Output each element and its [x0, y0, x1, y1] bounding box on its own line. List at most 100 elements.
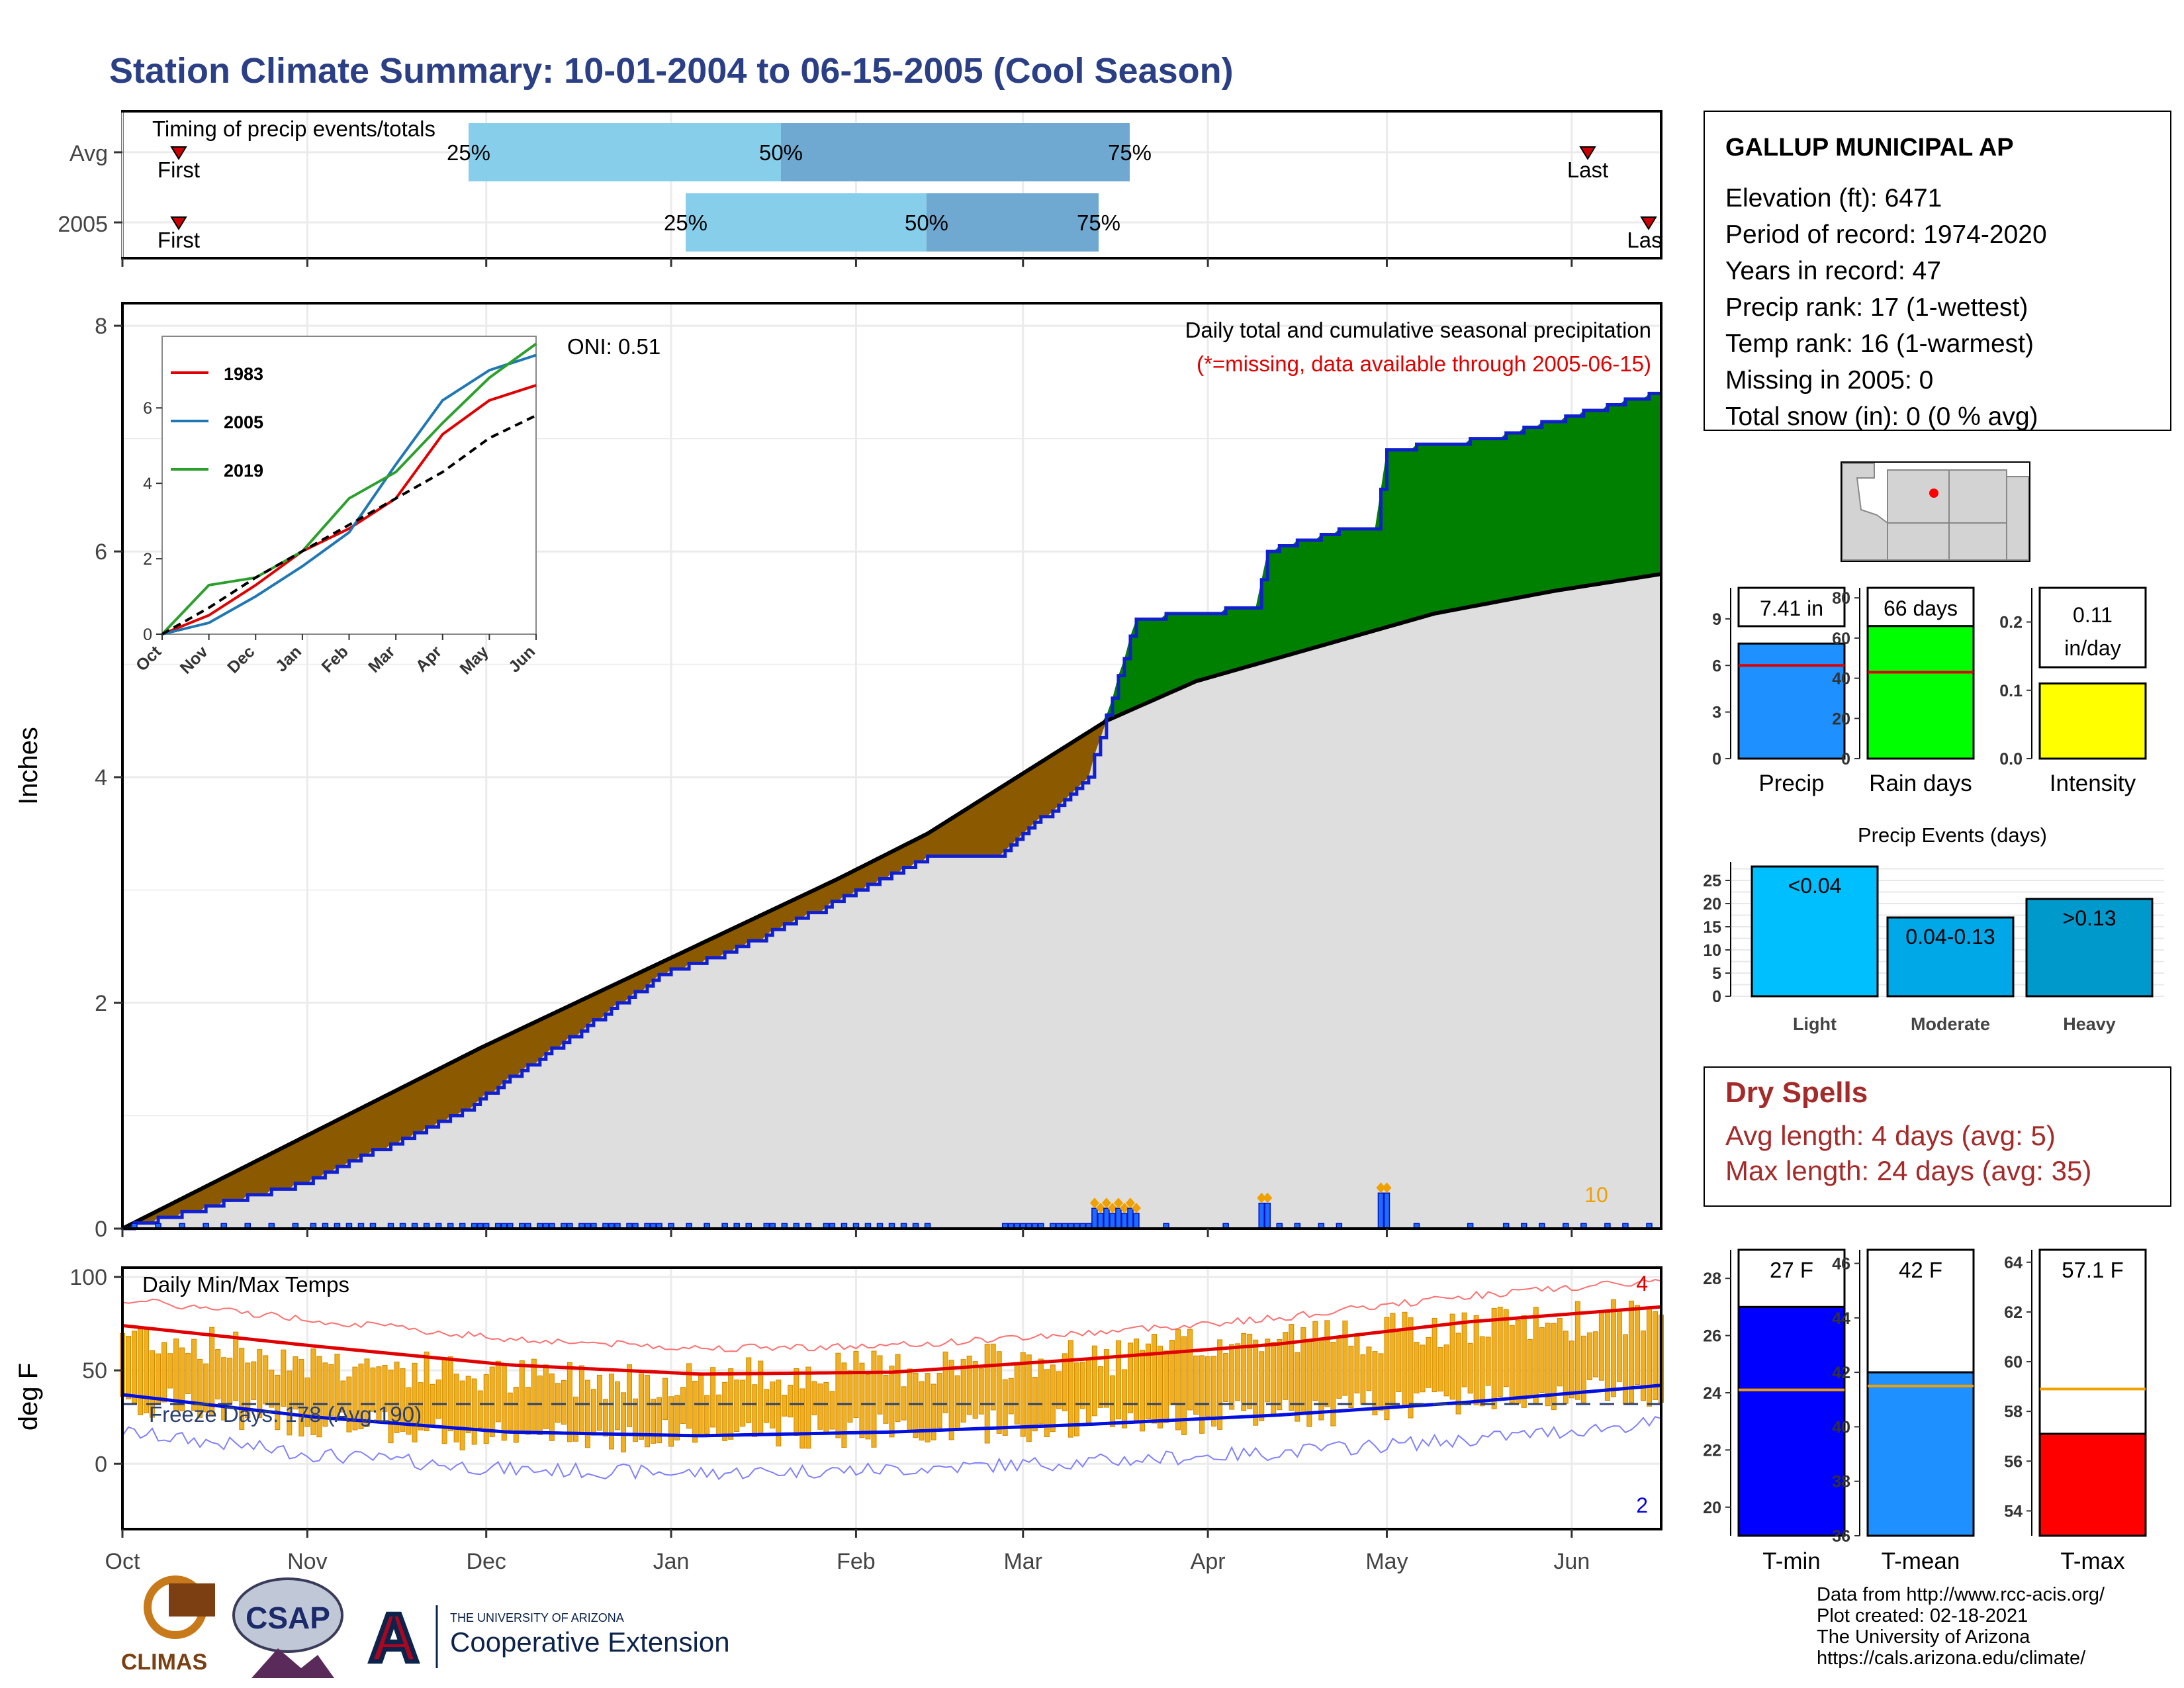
daily-temp-bar	[400, 1368, 406, 1432]
daily-temp-bar	[549, 1373, 555, 1441]
year-first-marker	[170, 216, 187, 230]
climas-logo-text: CLIMAS	[121, 1650, 207, 1675]
daily-temp-bar	[328, 1364, 334, 1417]
daily-temp-bar	[1372, 1351, 1378, 1416]
month-label: May	[1365, 1549, 1408, 1574]
daily-temp-bar	[901, 1386, 907, 1421]
daily-temp-bar	[1044, 1369, 1050, 1437]
daily-temp-bar	[489, 1366, 495, 1437]
legend-label-2005: 2005	[224, 412, 263, 432]
daily-temp-bar	[1211, 1356, 1217, 1427]
value-label-box	[2038, 586, 2147, 669]
daily-temp-bar	[596, 1374, 602, 1431]
daily-temp-bar	[1574, 1301, 1580, 1400]
daily-temp-bar	[1073, 1362, 1079, 1436]
heavy-day-marker	[1089, 1197, 1099, 1209]
daily-temp-bar	[1062, 1353, 1068, 1411]
event-bar	[2025, 898, 2154, 998]
daily-temp-bar	[704, 1395, 710, 1434]
daily-temp-bar	[1473, 1315, 1479, 1405]
daily-temp-bar	[1127, 1342, 1133, 1413]
daily-temp-bar	[1461, 1312, 1467, 1387]
year-p75-label: 75%	[1077, 211, 1120, 235]
temp-summary-value: 57.1 F	[2062, 1258, 2124, 1282]
daily-temp-bar	[1485, 1336, 1491, 1386]
daily-temp-bar	[561, 1380, 567, 1425]
daily-temp-bar	[1545, 1323, 1551, 1407]
daily-temp-bar	[269, 1370, 275, 1408]
tick-label: 100	[69, 1265, 107, 1290]
daily-temp-bar	[734, 1380, 740, 1432]
daily-temp-bar	[1026, 1354, 1032, 1442]
tick-label: 4	[95, 765, 107, 790]
daily-temp-bar	[316, 1356, 322, 1438]
daily-temp-bar	[185, 1352, 191, 1395]
daily-temp-bar	[1002, 1379, 1008, 1436]
temp-summary-bar	[2038, 1432, 2147, 1537]
daily-temp-bar	[1139, 1350, 1145, 1432]
daily-temp-bar	[1146, 1343, 1151, 1420]
daily-temp-bar	[126, 1336, 132, 1399]
map-region-main	[1887, 469, 2007, 561]
daily-precip-bar	[1115, 1207, 1122, 1229]
avg-max-line	[122, 1305, 1662, 1376]
daily-temp-bar	[483, 1374, 489, 1444]
daily-temp-bar	[1318, 1337, 1324, 1421]
station-info-box: GALLUP MUNICIPAL AP Elevation (ft): 6471…	[1704, 111, 2171, 431]
tick-label: 0	[1841, 750, 1850, 769]
tick-label: 10	[1703, 941, 1721, 960]
daily-temp-bar	[1503, 1309, 1509, 1387]
daily-temp-bar	[1056, 1371, 1062, 1409]
dry-spells-title: Dry Spells	[1725, 1076, 1868, 1109]
daily-temp-bar	[925, 1373, 931, 1442]
daily-temp-bar	[1634, 1305, 1640, 1385]
daily-temp-bar	[799, 1388, 805, 1449]
daily-temp-bar	[746, 1357, 752, 1423]
heavy-day-marker	[1131, 1202, 1141, 1213]
heavy-day-marker	[1376, 1182, 1386, 1194]
daily-temp-bar	[1580, 1335, 1586, 1403]
precip-events-chart: Precip Events (days) 0 5 10 15 20 25 <0.04 Ligh…	[1703, 823, 2164, 1034]
tick-label: 6	[143, 399, 152, 418]
summary-label: Intensity	[2050, 771, 2136, 796]
daily-temp-bar	[674, 1395, 680, 1440]
daily-temp-bar	[1592, 1331, 1598, 1378]
daily-temp-bar	[572, 1396, 578, 1442]
tick-label: 0	[95, 1452, 107, 1477]
daily-temp-bar	[1050, 1364, 1056, 1432]
inset-frame	[161, 336, 537, 635]
daily-temp-bar	[895, 1354, 901, 1423]
daily-temp-bar	[167, 1353, 173, 1389]
timing-row-year: 2005	[58, 212, 108, 237]
tick-label: 0	[143, 626, 152, 644]
daily-temp-bar	[1366, 1346, 1372, 1391]
daily-temp-bar	[382, 1365, 388, 1413]
summary-bar	[2038, 682, 2147, 760]
daily-temp-bar	[251, 1361, 257, 1400]
daily-precip-bar	[1383, 1192, 1390, 1229]
tick-label: 60	[2004, 1353, 2023, 1372]
daily-temp-bar	[1193, 1355, 1199, 1415]
daily-temp-bar	[829, 1391, 835, 1430]
heavy-day-marker	[1382, 1182, 1392, 1194]
daily-temp-bar	[662, 1378, 668, 1421]
daily-temp-bar	[984, 1344, 990, 1444]
daily-temp-bar	[1432, 1317, 1437, 1393]
station-frame	[1704, 111, 2171, 431]
tick-label: 0.2	[1999, 614, 2023, 632]
daily-temp-bar	[847, 1370, 853, 1423]
daily-temp-bar	[883, 1374, 889, 1424]
temp-summary-label: T-min	[1762, 1548, 1821, 1574]
daily-temp-bar	[150, 1350, 156, 1418]
ua-block-a-icon: A	[369, 1600, 418, 1677]
heavy-day-marker	[1257, 1192, 1267, 1203]
daily-temp-bar	[1342, 1320, 1348, 1396]
tick-label: 20	[1832, 710, 1850, 728]
daily-temp-bar	[620, 1392, 626, 1453]
daily-temp-bar	[919, 1381, 925, 1441]
freeze-days-text: Freeze Days: 178 (Avg:190)	[149, 1402, 422, 1427]
temp-frame	[121, 1266, 1662, 1530]
temp-y-label: deg F	[14, 1363, 43, 1430]
tick-label: 54	[2004, 1502, 2023, 1521]
